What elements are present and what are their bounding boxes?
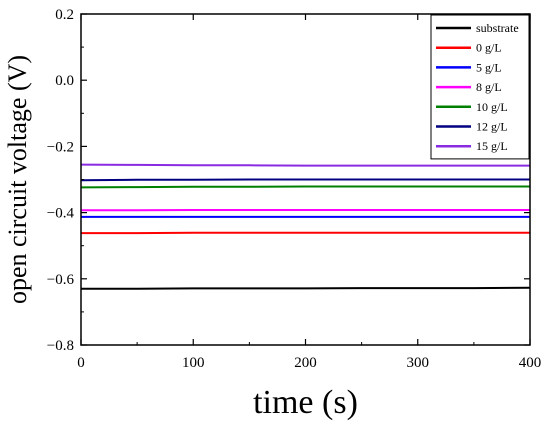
x-tick-label-1: 100 <box>182 355 205 371</box>
legend-label-5: 12 g/L <box>476 120 508 134</box>
x-tick-label-3: 300 <box>407 355 430 371</box>
legend-label-2: 5 g/L <box>476 60 502 74</box>
y-tick-label-4: 0.0 <box>55 73 74 89</box>
x-tick-label-2: 200 <box>294 355 317 371</box>
series-line-6 <box>80 163 530 167</box>
legend-label-0: substrate <box>476 21 519 35</box>
y-tick-label-5: 0.2 <box>55 7 74 23</box>
x-axis-title: time (s) <box>253 384 358 421</box>
y-tick-label-3: −0.2 <box>47 139 74 155</box>
legend-label-6: 15 g/L <box>476 139 508 153</box>
y-tick-label-2: −0.4 <box>47 206 75 222</box>
x-tick-label-4: 400 <box>519 355 542 371</box>
legend: substrate 0 g/L 5 g/L 8 g/L 10 g/L 12 g/L 15 g… <box>430 14 530 160</box>
y-tick-label-0: −0.8 <box>47 338 74 354</box>
series-layer <box>80 163 531 290</box>
series-line-0 <box>81 286 531 290</box>
x-tick-label-0: 0 <box>77 355 85 371</box>
y-tick-label-1: −0.6 <box>47 272 75 288</box>
series-line-4 <box>80 185 530 189</box>
series-line-5 <box>80 178 530 182</box>
legend-label-4: 10 g/L <box>476 100 508 114</box>
legend-label-3: 8 g/L <box>476 80 502 94</box>
legend-label-1: 0 g/L <box>476 41 502 55</box>
y-axis-title: open circuit voltage (V) <box>3 55 32 304</box>
ticks-layer: 0 100 200 300 400 −0.8 −0.6 −0.4 −0.2 0.0 0.2 <box>47 7 541 371</box>
